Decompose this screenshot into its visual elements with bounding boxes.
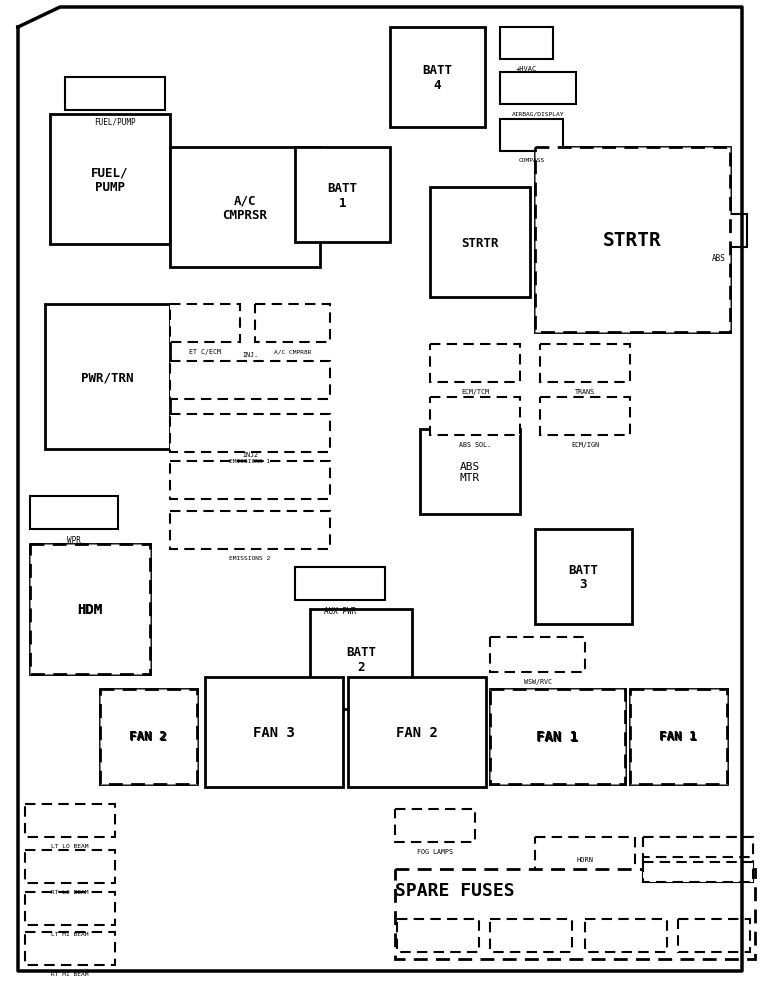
Text: RT LO BEAM: RT LO BEAM [51,889,89,894]
Text: FAN 1: FAN 1 [536,729,578,743]
Bar [348,677,486,788]
Bar [170,362,330,400]
Bar [170,148,320,268]
Text: FUEL/PUMP: FUEL/PUMP [94,117,136,126]
Text: ABS SOL.: ABS SOL. [459,442,491,448]
Bar [25,892,115,925]
Bar [205,677,343,788]
Text: STRTR: STRTR [603,230,662,249]
Bar [540,398,630,436]
Text: BATT
2: BATT 2 [346,645,376,673]
Bar [420,430,520,514]
Bar [170,415,330,453]
Bar [390,28,485,128]
Bar [170,511,330,549]
Bar [430,345,520,383]
Text: A/C
CMPRSR: A/C CMPRSR [223,193,268,221]
Text: RT HI BEAM: RT HI BEAM [51,971,89,976]
Bar [65,78,165,111]
Text: EMISSIONS 2: EMISSIONS 2 [230,555,271,560]
Bar [100,689,197,785]
Bar [585,919,667,952]
Bar [30,544,150,674]
Bar [500,120,563,152]
Text: LT LO BEAM: LT LO BEAM [51,843,89,848]
Text: EMISSIONS 1: EMISSIONS 1 [230,459,271,464]
Text: ECM/TCM: ECM/TCM [461,389,489,395]
Bar [643,862,753,882]
Bar [395,810,475,842]
Bar [500,28,553,60]
Bar [170,462,330,500]
Bar [310,609,412,709]
Text: ET C/ECM: ET C/ECM [189,349,221,355]
Text: FAN 3: FAN 3 [253,725,295,739]
Bar [490,689,625,785]
Bar [50,115,170,244]
Text: TRANS: TRANS [575,389,595,395]
Text: BATT
1: BATT 1 [328,181,357,209]
Text: FAN 2: FAN 2 [396,725,438,739]
Text: STRTR: STRTR [461,236,499,249]
Text: ECM/IGN: ECM/IGN [571,442,599,448]
Bar [535,529,632,624]
Bar [25,850,115,883]
Text: HDM: HDM [78,602,103,616]
Bar [540,345,630,383]
Text: HORN: HORN [577,857,594,863]
Text: WSW/RVC: WSW/RVC [524,678,552,684]
Bar [25,805,115,837]
Text: BATT
3: BATT 3 [568,563,599,591]
Bar [255,305,330,343]
Bar [295,148,390,242]
Text: ABS
MTR: ABS MTR [460,461,480,483]
Text: FAN 1: FAN 1 [537,729,578,743]
Text: +HVAC: +HVAC [516,66,537,72]
Text: AIRBAG/DISPLAY: AIRBAG/DISPLAY [511,111,564,116]
Text: BATT
4: BATT 4 [423,64,452,92]
Bar [490,637,585,672]
Text: COMPASS: COMPASS [518,158,545,163]
Bar [25,932,115,965]
Bar [643,837,753,882]
Text: PWR/TRN: PWR/TRN [81,371,134,384]
Bar [295,567,385,600]
Text: A/C CMPR8R: A/C CMPR8R [274,349,312,354]
Text: FUEL/
PUMP: FUEL/ PUMP [91,166,128,193]
Text: HDM: HDM [78,602,103,616]
Bar [630,689,727,785]
Bar [395,869,755,959]
Bar [30,544,150,674]
Text: INJ.: INJ. [242,352,258,358]
Bar [535,148,730,333]
Bar [490,919,572,952]
Bar [490,689,625,785]
Text: FOG LAMPS: FOG LAMPS [417,848,453,854]
Bar [45,305,170,450]
Text: WPR: WPR [67,535,81,544]
Text: AUX PWR: AUX PWR [324,606,356,615]
Bar [430,187,530,298]
Bar [535,837,635,882]
Text: INJ2: INJ2 [242,452,258,458]
Bar [535,148,730,333]
Bar [30,497,118,529]
Bar [500,73,576,105]
Bar [430,398,520,436]
Text: FAN 1: FAN 1 [660,730,697,743]
Bar [100,689,197,785]
Text: FAN 1: FAN 1 [659,729,697,742]
Bar [690,214,747,247]
Bar [630,689,727,785]
Text: SPARE FUSES: SPARE FUSES [395,881,515,899]
Bar [678,919,750,952]
Text: FAN 2: FAN 2 [129,729,166,742]
Text: ABS: ABS [711,254,726,263]
Text: LT HI BEAM: LT HI BEAM [51,931,89,936]
Text: FAN 2: FAN 2 [130,730,167,743]
Bar [397,919,479,952]
Bar [170,305,240,343]
Bar [643,837,753,857]
